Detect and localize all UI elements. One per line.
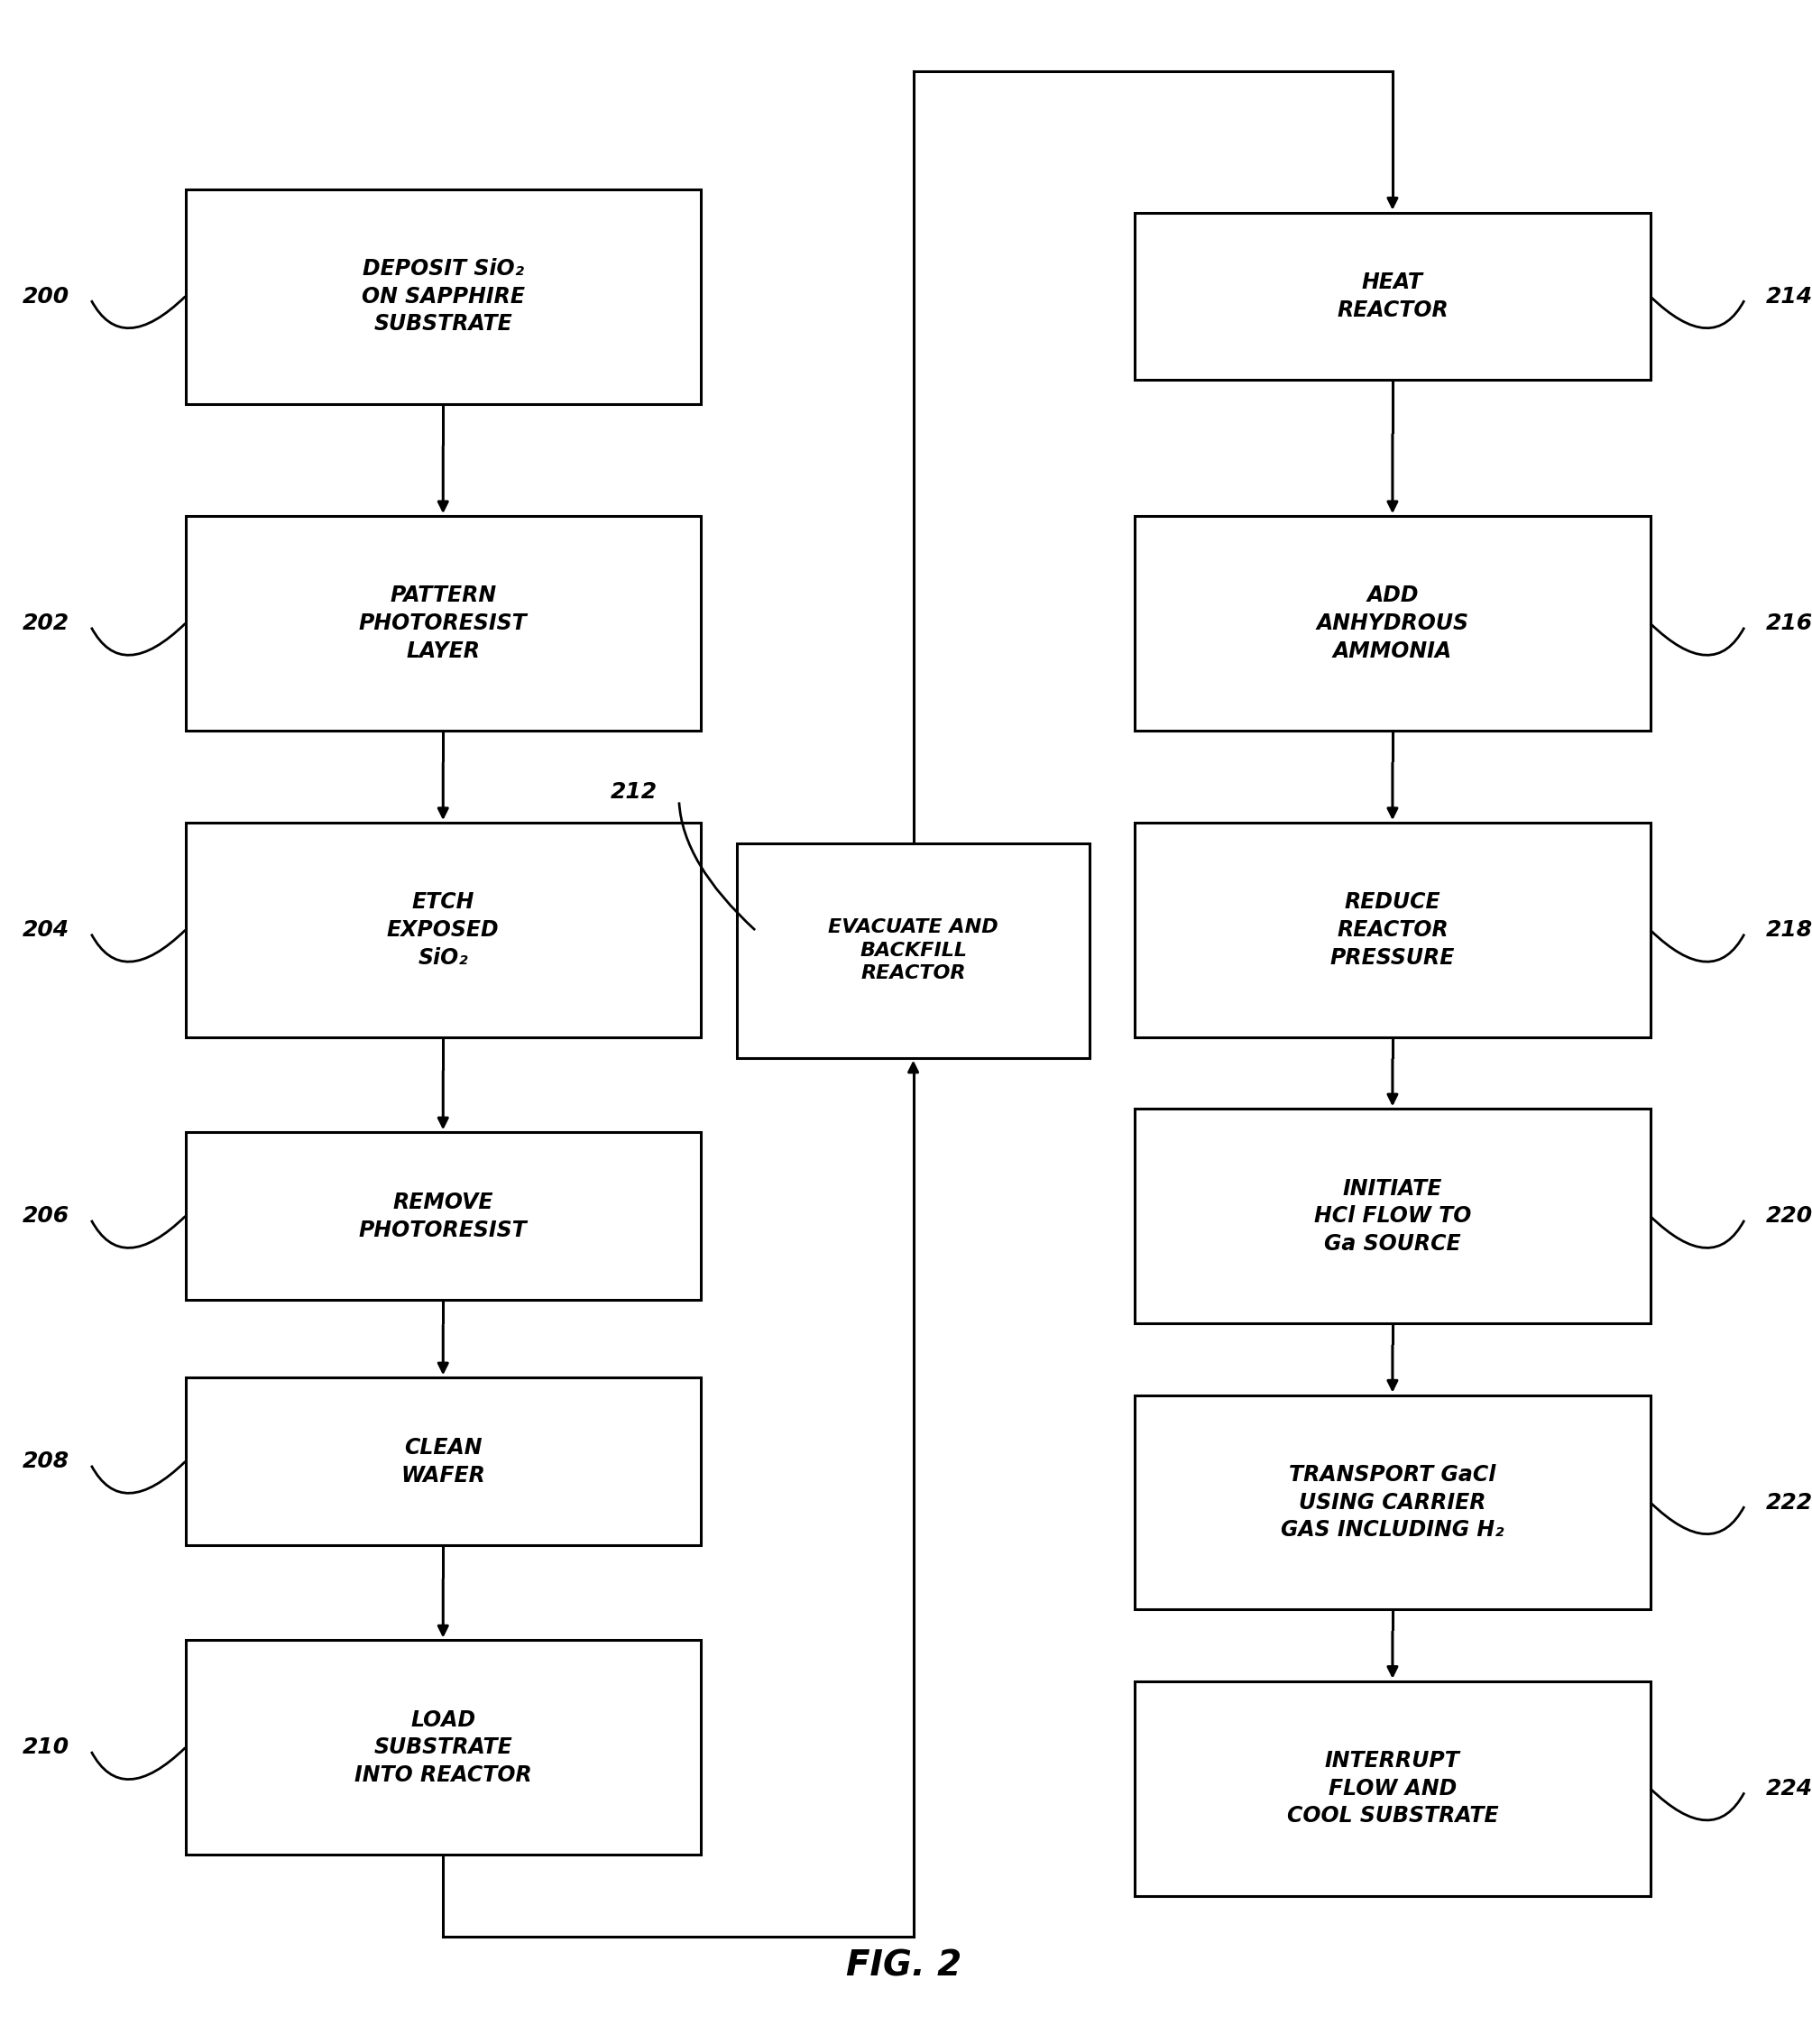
Bar [1134,1680,1651,1897]
Bar [1134,1394,1651,1611]
Bar [185,1378,701,1545]
Text: EVACUATE AND
BACKFILL
REACTOR: EVACUATE AND BACKFILL REACTOR [828,918,998,983]
Text: ADD
ANHYDROUS
AMMONIA: ADD ANHYDROUS AMMONIA [1316,585,1470,662]
Bar [185,190,701,405]
Text: REDUCE
REACTOR
PRESSURE: REDUCE REACTOR PRESSURE [1330,891,1455,969]
Text: 206: 206 [22,1206,69,1226]
Bar [185,1132,701,1300]
Text: INTERRUPT
FLOW AND
COOL SUBSTRATE: INTERRUPT FLOW AND COOL SUBSTRATE [1287,1750,1499,1827]
Text: 204: 204 [22,920,69,940]
Text: PATTERN
PHOTORESIST
LAYER: PATTERN PHOTORESIST LAYER [359,585,527,662]
Text: CLEAN
WAFER: CLEAN WAFER [400,1437,486,1486]
Text: TRANSPORT GaCl
USING CARRIER
GAS INCLUDING H₂: TRANSPORT GaCl USING CARRIER GAS INCLUDI… [1281,1464,1504,1541]
Text: 210: 210 [22,1737,69,1758]
Text: 222: 222 [1767,1492,1812,1513]
Text: ETCH
EXPOSED
SiO₂: ETCH EXPOSED SiO₂ [388,891,500,969]
Bar [185,1639,701,1856]
Text: 202: 202 [22,613,69,634]
Bar [185,515,701,732]
Bar [1134,515,1651,732]
Text: 212: 212 [611,781,658,803]
Text: DEPOSIT SiO₂
ON SAPPHIRE
SUBSTRATE: DEPOSIT SiO₂ ON SAPPHIRE SUBSTRATE [361,258,525,335]
Text: 200: 200 [22,286,69,307]
Text: LOAD
SUBSTRATE
INTO REACTOR: LOAD SUBSTRATE INTO REACTOR [355,1709,531,1786]
Text: 214: 214 [1767,286,1812,307]
Text: HEAT
REACTOR: HEAT REACTOR [1337,272,1448,321]
Bar [185,822,701,1036]
Bar [1134,1108,1651,1325]
Text: 208: 208 [22,1451,69,1472]
Bar [737,842,1089,1059]
Text: INITIATE
HCl FLOW TO
Ga SOURCE: INITIATE HCl FLOW TO Ga SOURCE [1314,1177,1471,1255]
Text: 216: 216 [1767,613,1812,634]
Text: FIG. 2: FIG. 2 [846,1950,962,1983]
Text: 218: 218 [1767,920,1812,940]
Text: REMOVE
PHOTORESIST: REMOVE PHOTORESIST [359,1192,527,1241]
Text: 220: 220 [1767,1206,1812,1226]
Text: 224: 224 [1767,1778,1812,1799]
Bar [1134,213,1651,380]
Bar [1134,822,1651,1036]
